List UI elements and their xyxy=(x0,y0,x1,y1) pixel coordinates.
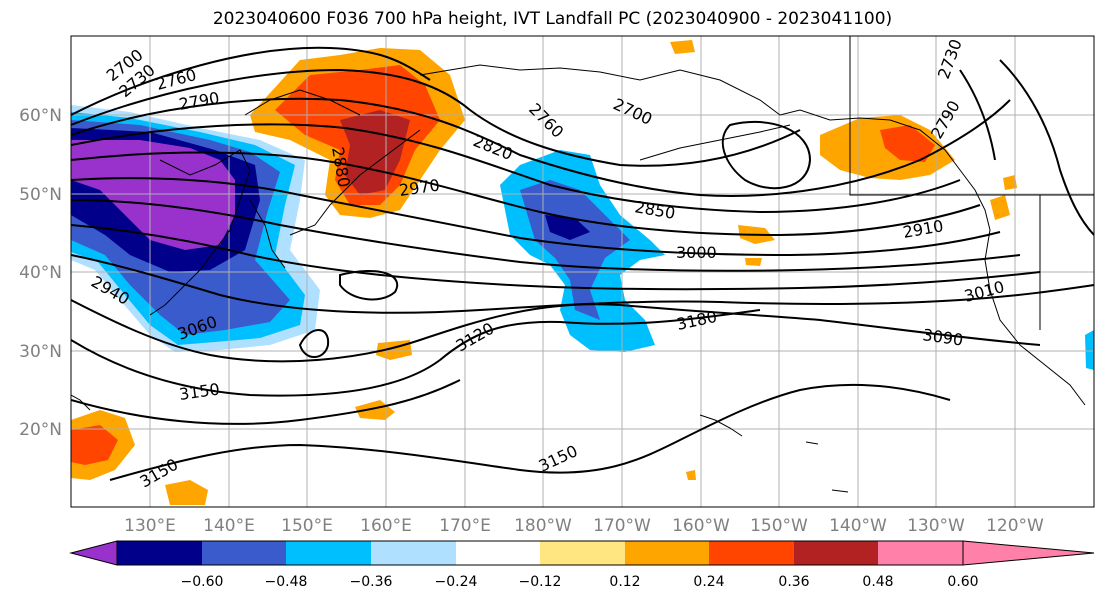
lat-label: 30°N xyxy=(19,342,62,362)
colorbar-extend-high xyxy=(962,540,1095,566)
longitude-labels: 130°E 140°E 150°E 160°E 170°E 180°W 170°… xyxy=(124,516,1044,536)
colorbar-tick-label: −0.12 xyxy=(519,574,562,590)
colorbar-tick-label: −0.48 xyxy=(265,574,308,590)
colorbar-tick-label: −0.24 xyxy=(435,574,478,590)
lon-label: 170°W xyxy=(593,516,651,536)
lat-label: 40°N xyxy=(19,263,62,283)
lon-label: 140°W xyxy=(829,516,887,536)
negative-anomaly-west xyxy=(71,105,320,352)
colorbar-bin xyxy=(371,541,456,565)
contour-label: 3000 xyxy=(676,243,717,262)
colorbar-bin xyxy=(286,541,371,565)
lon-label: 140°E xyxy=(203,516,255,536)
lon-label: 130°W xyxy=(907,516,965,536)
colorbar: −0.60 −0.48 −0.36 −0.24 −0.12 0.12 0.24 … xyxy=(69,540,1095,590)
colorbar-bin xyxy=(625,541,709,565)
colorbar-tick-label: 0.60 xyxy=(947,574,978,590)
lat-label: 50°N xyxy=(19,185,62,205)
lat-label: 20°N xyxy=(19,420,62,440)
lon-label: 160°W xyxy=(672,516,730,536)
colorbar-bin xyxy=(878,541,963,565)
colorbar-tick-label: −0.36 xyxy=(350,574,393,590)
lon-label: 170°E xyxy=(439,516,491,536)
colorbar-bin xyxy=(540,541,625,565)
height-contours xyxy=(71,46,1094,481)
negative-anomaly-central xyxy=(500,150,665,352)
lon-label: 160°E xyxy=(360,516,412,536)
colorbar-tick-label: −0.60 xyxy=(181,574,224,590)
colorbar-tick-label: 0.24 xyxy=(693,574,724,590)
coastlines xyxy=(71,36,1094,493)
colorbar-bin xyxy=(117,541,202,565)
map-area: 2700 2730 2760 2790 2880 2970 2760 2700 … xyxy=(71,36,1094,507)
lon-label: 120°W xyxy=(986,516,1044,536)
colorbar-extend-low xyxy=(69,540,118,566)
colorbar-bin xyxy=(794,541,878,565)
lon-label: 150°E xyxy=(281,516,333,536)
lon-label: 180°W xyxy=(514,516,572,536)
latitude-labels: 60°N 50°N 40°N 30°N 20°N xyxy=(19,106,62,440)
lat-label: 60°N xyxy=(19,106,62,126)
colorbar-bin xyxy=(202,541,286,565)
map-frame xyxy=(70,35,1095,508)
colorbar-bin xyxy=(456,541,540,565)
colorbar-tick-label: 0.12 xyxy=(609,574,640,590)
lon-label: 130°E xyxy=(124,516,176,536)
lon-label: 150°W xyxy=(750,516,808,536)
positive-anomaly xyxy=(71,40,1094,505)
colorbar-tick-label: 0.36 xyxy=(778,574,809,590)
colorbar-bin xyxy=(709,541,794,565)
chart-title: 2023040600 F036 700 hPa height, IVT Land… xyxy=(212,9,893,29)
colorbar-tick-label: 0.48 xyxy=(862,574,893,590)
